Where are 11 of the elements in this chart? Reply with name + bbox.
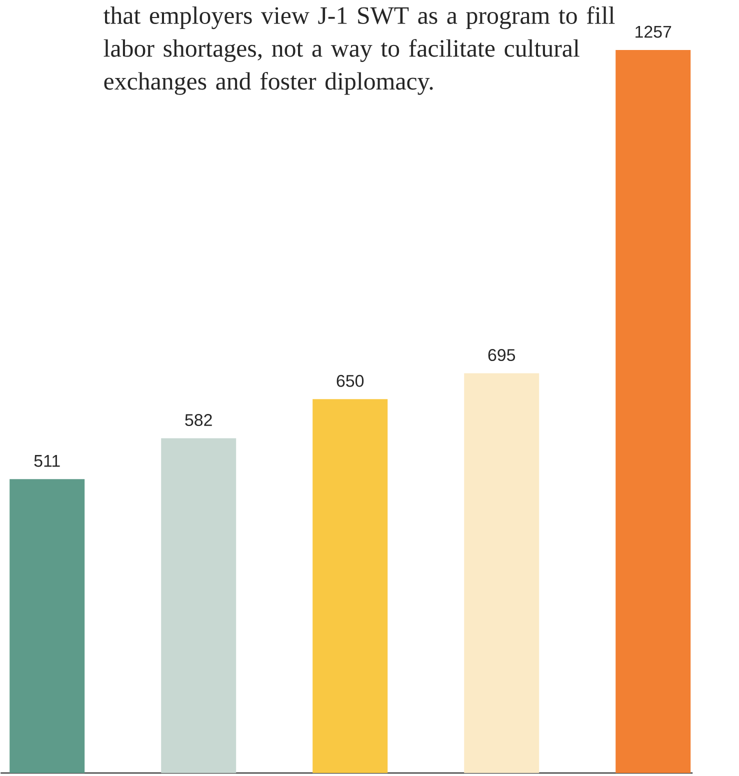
bar (312, 399, 388, 773)
data-label: 511 (34, 455, 60, 467)
annotation: that employers view J-1 SWT as a program to fill labor shortages, not a way to facilitate cultural exchanges and foster diplomacy. (104, 6, 615, 95)
data-label: 1257 (636, 26, 672, 38)
bar (464, 373, 540, 773)
bar (616, 50, 691, 773)
bar (10, 479, 85, 773)
bar (161, 438, 236, 773)
data-label: 695 (488, 349, 515, 362)
data-label: 650 (336, 374, 364, 387)
data-label: 582 (185, 414, 212, 426)
